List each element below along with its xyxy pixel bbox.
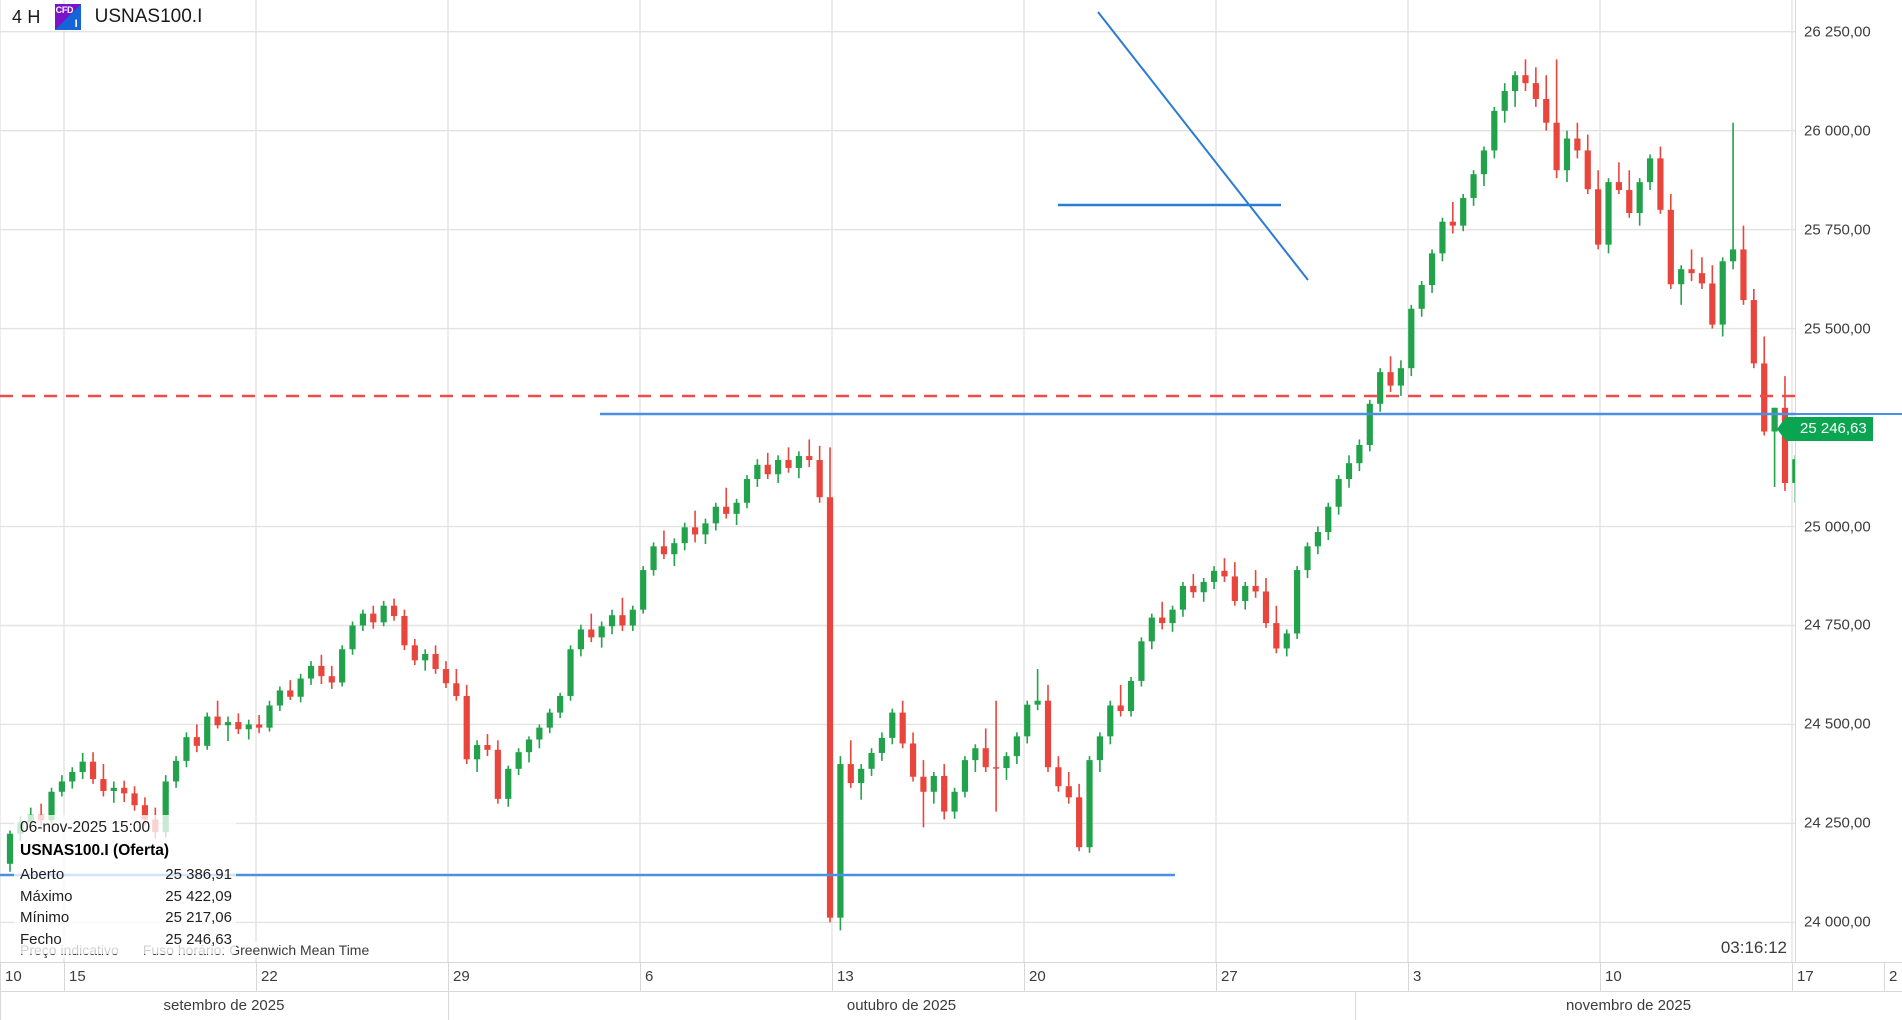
day-tick-2: 22 — [256, 963, 278, 992]
ohlc-row: Aberto 25 386,91 — [20, 864, 232, 886]
ohlc-value-3: 25 246,63 — [165, 931, 232, 949]
month-label-1: outubro de 2025 — [846, 997, 957, 1014]
ohlc-value-2: 25 217,06 — [165, 909, 232, 927]
ohlc-value-1: 25 422,09 — [165, 887, 232, 905]
price-tick-2: 25 750,00 — [1804, 221, 1871, 239]
price-tick-7: 24 250,00 — [1804, 814, 1871, 832]
day-tick-4: 6 — [640, 963, 653, 992]
cfd-badge-icon: CFD I — [54, 4, 81, 30]
time-axis[interactable]: 10 15 22 29 6 13 20 27 3 10 17 2 setembro de 2025 ou… — [0, 962, 1902, 1020]
day-tick-11: 2 — [1884, 963, 1897, 992]
timeframe-label[interactable]: 4 H — [8, 6, 45, 28]
day-tick-5: 13 — [832, 963, 854, 992]
grid-lines — [0, 0, 1795, 962]
day-tick-9: 10 — [1600, 963, 1622, 992]
ohlc-row: Fecho 25 246,63 — [20, 929, 232, 951]
ohlc-table: Aberto 25 386,91 Máximo 25 422,09 Mínimo 25 2… — [20, 864, 232, 951]
ohlc-symbol-title: USNAS100.I (Oferta) — [20, 842, 170, 860]
day-tick-3: 29 — [448, 963, 470, 992]
day-tick-1: 15 — [64, 963, 86, 992]
time-axis-months: setembro de 2025 outubro de 2025 novembro … — [0, 992, 1902, 1020]
month-label-0: setembro de 2025 — [163, 997, 285, 1014]
price-tick-4: 25 000,00 — [1804, 518, 1871, 536]
symbol-label[interactable]: USNAS100.I — [90, 6, 207, 28]
ohlc-info-panel: 06-nov-2025 15:00 USNAS100.I (Oferta) Ab… — [14, 815, 236, 954]
cfd-badge-text: CFD — [55, 5, 74, 15]
day-tick-0: 10 — [0, 963, 22, 992]
price-tick-1: 26 000,00 — [1804, 122, 1871, 140]
month-separator-0 — [0, 992, 1, 1020]
ohlc-label-3: Fecho — [20, 931, 62, 949]
day-tick-10: 17 — [1792, 963, 1814, 992]
current-price-tag: 25 246,63 — [1777, 416, 1873, 441]
day-tick-7: 27 — [1216, 963, 1238, 992]
candle-countdown: 03:16:12 — [1717, 938, 1790, 958]
chart-plot-area[interactable] — [0, 0, 1795, 962]
price-tick-8: 24 000,00 — [1804, 913, 1871, 931]
candlestick-canvas — [0, 0, 1795, 962]
cfd-badge-sub: I — [74, 18, 78, 30]
ohlc-label-2: Mínimo — [20, 909, 70, 927]
drawing-tools-layer[interactable] — [0, 11, 1795, 877]
ohlc-row: Máximo 25 422,09 — [20, 886, 232, 908]
price-tick-3: 25 500,00 — [1804, 320, 1871, 338]
candlestick-series — [6, 59, 1795, 931]
month-separator-2 — [1355, 992, 1356, 1020]
price-axis[interactable]: 26 250,00 26 000,00 25 750,00 25 500,00 25 0… — [1777, 0, 1902, 962]
ohlc-value-0: 25 386,91 — [165, 865, 232, 883]
day-tick-8: 3 — [1408, 963, 1421, 992]
support-line-25180-axis-extension — [1795, 413, 1902, 416]
month-separator-1 — [448, 992, 449, 1020]
ohlc-label-0: Aberto — [20, 865, 65, 883]
ohlc-row: Mínimo 25 217,06 — [20, 907, 232, 929]
descending-trendline — [1097, 11, 1309, 281]
ohlc-timestamp: 06-nov-2025 15:00 — [20, 819, 151, 836]
month-label-2: novembro de 2025 — [1565, 997, 1692, 1014]
price-tick-6: 24 500,00 — [1804, 715, 1871, 733]
ohlc-label-1: Máximo — [20, 887, 73, 905]
chart-header: 4 H CFD I USNAS100.I — [0, 0, 1902, 34]
day-tick-6: 20 — [1024, 963, 1046, 992]
price-tick-0: 26 250,00 — [1804, 23, 1871, 41]
time-axis-days: 10 15 22 29 6 13 20 27 3 10 17 2 — [0, 963, 1902, 992]
price-tick-5: 24 750,00 — [1804, 616, 1871, 634]
